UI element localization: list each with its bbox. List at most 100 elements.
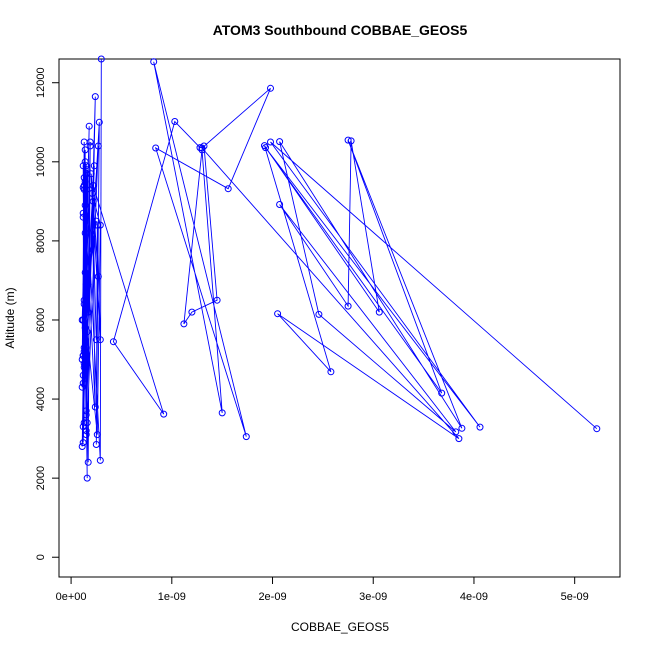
data-point	[84, 308, 92, 316]
data-point	[80, 348, 88, 356]
data-point	[92, 217, 100, 225]
data-point	[80, 419, 88, 427]
data-point	[82, 344, 90, 352]
data-point	[92, 441, 100, 448]
x-axis: 0e+00 1e-09 2e-09 3e-09 4e-09 5e-09	[56, 576, 589, 603]
data-point	[262, 144, 269, 152]
data-point	[224, 185, 232, 193]
data-point	[476, 423, 484, 431]
data-point	[93, 431, 101, 439]
data-point	[81, 324, 89, 332]
data-point	[84, 280, 92, 288]
data-point	[93, 221, 101, 229]
data-point	[150, 58, 158, 66]
data-point	[347, 137, 355, 145]
y-tick-label: 6000	[35, 308, 47, 332]
data-point	[83, 328, 91, 336]
data-point	[267, 84, 274, 92]
data-point	[84, 458, 92, 466]
data-point	[81, 158, 89, 166]
data-point	[81, 178, 89, 186]
y-tick-label: 0	[35, 554, 47, 560]
data-point	[109, 338, 117, 346]
data-point	[91, 403, 99, 411]
y-axis: 0 2000 4000 6000 8000 10000 12000	[35, 67, 60, 560]
data-point	[180, 320, 188, 328]
data-point	[83, 474, 91, 482]
data-point	[79, 379, 87, 387]
data-point	[94, 142, 102, 150]
data-point	[80, 186, 88, 193]
data-point	[90, 162, 98, 170]
x-axis-label: COBBAE_GEOS5	[291, 620, 389, 634]
x-tick-label: 0e+00	[56, 591, 87, 603]
data-point	[79, 352, 87, 360]
data-point	[82, 431, 90, 439]
data-point	[267, 138, 274, 146]
y-tick-label: 8000	[35, 229, 47, 253]
data-point	[593, 425, 601, 433]
data-point	[218, 409, 226, 417]
data-point	[160, 410, 168, 418]
y-axis-label: Altitude (m)	[3, 287, 17, 348]
data-point	[92, 336, 100, 344]
data-point	[79, 439, 87, 447]
data-point	[79, 162, 87, 170]
plot-area	[78, 55, 601, 482]
data-point	[274, 310, 282, 318]
data-point	[344, 302, 352, 310]
y-tick-label: 2000	[35, 466, 47, 490]
data-point	[81, 201, 89, 209]
data-point	[82, 411, 90, 419]
data-point	[200, 142, 208, 150]
data-point	[344, 136, 352, 144]
data-point	[83, 276, 91, 284]
data-point	[81, 269, 89, 276]
data-point	[96, 336, 104, 344]
data-point	[83, 419, 91, 427]
data-point	[276, 138, 284, 146]
data-point	[213, 296, 221, 304]
x-tick-label: 4e-09	[460, 591, 488, 603]
data-point	[82, 280, 90, 288]
y-tick-label: 4000	[35, 387, 47, 411]
data-point	[89, 182, 97, 189]
data-point	[88, 189, 96, 197]
data-point	[83, 257, 91, 265]
data-point	[171, 118, 179, 125]
data-point	[80, 296, 88, 304]
x-tick-label: 1e-09	[158, 591, 186, 603]
data-point	[95, 118, 103, 126]
y-tick-label: 12000	[35, 67, 47, 98]
data-point	[152, 144, 160, 152]
data-point	[452, 428, 460, 436]
data-point	[375, 308, 383, 316]
data-point	[198, 146, 206, 154]
data-point	[198, 144, 206, 152]
data-point	[94, 273, 102, 280]
data-point	[91, 93, 99, 101]
data-point	[83, 170, 91, 178]
data-point	[89, 197, 97, 205]
data-point	[82, 427, 90, 435]
plot-frame	[58, 58, 621, 578]
x-tick-label: 3e-09	[359, 591, 387, 603]
data-point	[81, 146, 89, 154]
series-line	[81, 58, 598, 479]
data-point	[81, 229, 89, 237]
data-point	[79, 209, 87, 217]
data-point	[455, 435, 463, 443]
data-point	[82, 407, 90, 415]
data-point	[79, 213, 87, 221]
data-point	[96, 456, 104, 464]
data-point	[86, 138, 94, 146]
data-point	[315, 310, 323, 318]
data-point	[96, 221, 104, 229]
data-point	[83, 166, 91, 174]
data-point	[80, 360, 88, 367]
data-point	[80, 300, 88, 308]
data-point	[97, 55, 105, 63]
data-point	[458, 424, 466, 432]
data-point	[80, 344, 88, 352]
